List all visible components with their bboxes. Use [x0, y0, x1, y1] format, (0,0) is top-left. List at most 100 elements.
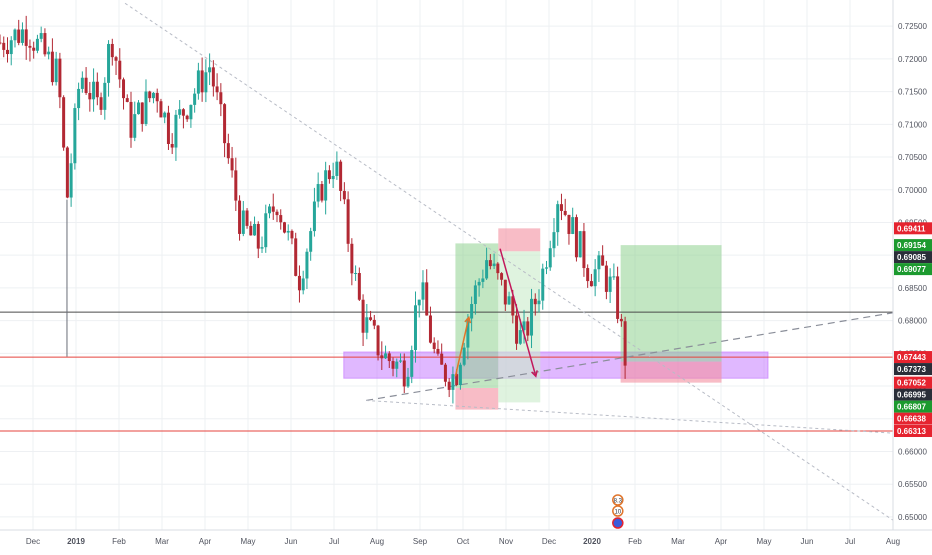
- candle-body: [305, 251, 309, 279]
- candle-body: [43, 33, 47, 55]
- candle-body: [503, 279, 507, 305]
- candle-body: [178, 109, 182, 115]
- zone-target_light[interactable]: [498, 251, 541, 403]
- lower-diagonal-line[interactable]: [366, 399, 894, 434]
- x-tick-label: Jun: [801, 537, 814, 546]
- candle-body: [485, 260, 489, 279]
- candle-body: [234, 170, 238, 201]
- price-label-box: [894, 222, 932, 235]
- candle-body: [559, 204, 563, 211]
- zone-target[interactable]: [620, 245, 722, 362]
- candle-body: [80, 77, 84, 89]
- zone-stop[interactable]: [620, 361, 722, 383]
- drawing-arrows[interactable]: [454, 248, 538, 378]
- candle-body: [384, 353, 388, 359]
- candle-body: [290, 230, 294, 239]
- candle-body: [148, 91, 152, 99]
- event-badge-icon[interactable]: [612, 505, 624, 517]
- candle-body: [28, 45, 32, 48]
- x-tick-label: May: [240, 537, 255, 546]
- downtrend-line[interactable]: [124, 2, 894, 521]
- candle-body: [481, 278, 485, 282]
- candle-body: [77, 88, 81, 109]
- candle-body: [530, 298, 534, 336]
- candle-body: [589, 281, 593, 287]
- x-tick-label: Nov: [499, 537, 513, 546]
- event-badge-icon[interactable]: [612, 494, 624, 506]
- price-label-text: 0.66638: [897, 415, 926, 424]
- candle-body: [110, 43, 114, 58]
- y-tick-label: 0.68000: [898, 317, 927, 326]
- price-label-box: [894, 239, 932, 252]
- price-label-box: [894, 251, 932, 264]
- candle-body: [39, 33, 43, 39]
- candle-body: [9, 40, 13, 55]
- candle-body: [608, 276, 612, 292]
- candle-body: [541, 268, 545, 301]
- candle-body: [604, 265, 608, 292]
- candle-body: [118, 60, 122, 80]
- zone-stop[interactable]: [498, 228, 541, 252]
- time-axis[interactable]: Dec 2019 Feb Mar Apr May Jun Jul Aug Sep Oct Nov Dec…: [0, 529, 932, 550]
- arrow-head[interactable]: [531, 370, 538, 378]
- candle-body: [544, 267, 548, 269]
- zone-stop[interactable]: [455, 388, 499, 410]
- y-tick-label: 0.72000: [898, 55, 927, 64]
- candle-body: [155, 92, 159, 102]
- drawing-zones[interactable]: [343, 228, 769, 410]
- x-tick-label: Aug: [886, 537, 900, 546]
- price-label-box: [894, 400, 932, 413]
- candle-body: [0, 42, 2, 44]
- candle-body: [312, 201, 316, 232]
- price-label-text: 0.67443: [897, 353, 926, 362]
- arrow-head[interactable]: [464, 315, 472, 324]
- candle-body: [35, 38, 39, 51]
- zone-target[interactable]: [455, 243, 499, 389]
- candle-body: [316, 184, 320, 202]
- candle-body: [387, 353, 391, 362]
- candle-body: [204, 72, 208, 93]
- candle-body: [492, 263, 496, 267]
- candle-body: [391, 361, 395, 369]
- candle-body: [136, 102, 140, 115]
- candle-body: [406, 376, 410, 387]
- candle-body: [335, 161, 339, 176]
- candle-body: [140, 102, 144, 124]
- candle-body: [567, 214, 571, 234]
- candle-body: [488, 260, 492, 267]
- candle-body: [5, 49, 9, 55]
- candle-body: [425, 282, 429, 316]
- price-label-box: [894, 412, 932, 425]
- candle-body: [473, 285, 477, 305]
- candle-body: [92, 81, 96, 100]
- candle-body: [297, 275, 301, 291]
- candle-body: [466, 318, 470, 348]
- x-tick-label: Apr: [715, 537, 728, 546]
- price-label-text: 0.69411: [897, 224, 926, 233]
- y-tick-label: 0.65000: [898, 513, 927, 522]
- candle-body: [211, 67, 215, 87]
- event-badges[interactable]: 8.3 10: [612, 494, 624, 529]
- candle-body: [586, 268, 590, 282]
- flag-icon[interactable]: [612, 517, 624, 529]
- price-label-box: [894, 363, 932, 376]
- arrow-line[interactable]: [454, 317, 470, 377]
- candle-body: [619, 318, 623, 322]
- candle-body: [511, 296, 515, 316]
- candle-body: [286, 230, 290, 233]
- candle-body: [470, 304, 474, 319]
- arrow-line[interactable]: [499, 248, 537, 377]
- x-tick-label: Jul: [329, 537, 339, 546]
- candle-body: [616, 276, 620, 319]
- price-label-text: 0.66995: [897, 391, 926, 400]
- candle-body: [62, 97, 66, 148]
- candle-body: [230, 158, 234, 171]
- price-label-text: 0.67373: [897, 365, 926, 374]
- candle-body: [451, 374, 455, 390]
- candle-body: [200, 70, 204, 93]
- candle-body: [582, 231, 586, 269]
- candle-body: [107, 43, 111, 83]
- candle-body: [361, 299, 365, 333]
